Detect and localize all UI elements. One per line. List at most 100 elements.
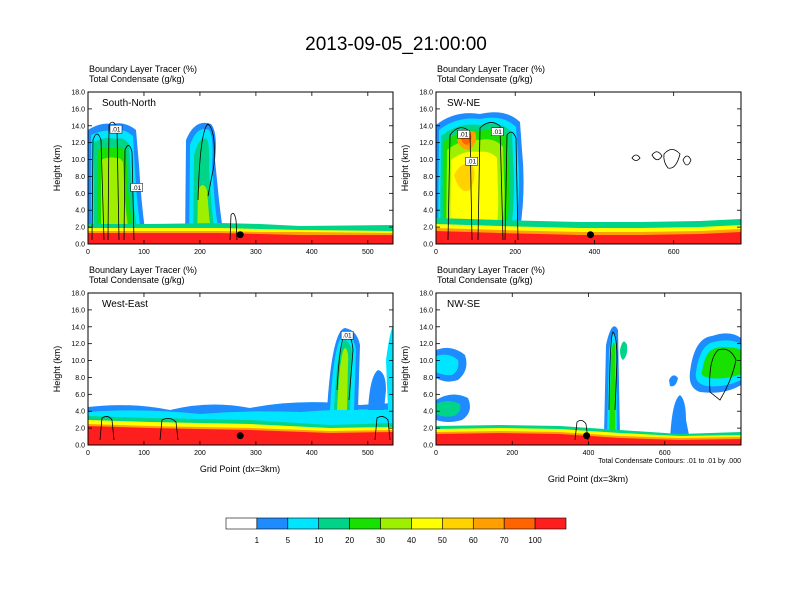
y-tick-label: 0.0 bbox=[75, 242, 85, 249]
colorbar-label: 100 bbox=[528, 536, 542, 545]
y-tick-label: 0.0 bbox=[75, 443, 85, 450]
condensate-contours bbox=[574, 331, 737, 441]
x-axis: 0 200 400 600 bbox=[434, 293, 671, 457]
colorbar-label: 30 bbox=[376, 536, 385, 545]
panel-label: NW-SE bbox=[447, 299, 480, 310]
x-tick-label: 100 bbox=[138, 249, 150, 256]
x-tick-label: 600 bbox=[659, 450, 671, 457]
contour-label: .01 bbox=[467, 159, 476, 166]
contour-label-box bbox=[130, 183, 143, 192]
plot-frame bbox=[87, 292, 394, 446]
colorbar-swatch bbox=[534, 517, 567, 530]
panel-title-line-2: Total Condensate (g/kg) bbox=[89, 275, 185, 285]
x-tick-label: 200 bbox=[506, 450, 518, 457]
plume-field bbox=[436, 326, 741, 440]
y-tick-label: 8.0 bbox=[75, 174, 85, 181]
y-tick-label: 18.0 bbox=[71, 291, 85, 298]
contour-label-box bbox=[465, 156, 478, 166]
y-axis: 0.0 2.0 4.0 6.0 8.0 10.0 12.0 14.0 16.0 18.0 bbox=[419, 291, 741, 450]
x-tick-label: 400 bbox=[583, 450, 595, 457]
y-tick-label: 8.0 bbox=[423, 375, 433, 382]
figure-title: 2013-09-05_21:00:00 bbox=[305, 34, 487, 55]
condensate-contours bbox=[447, 122, 692, 241]
x-tick-label: 600 bbox=[668, 249, 680, 256]
y-tick-label: 16.0 bbox=[71, 307, 85, 314]
y-tick-label: 6.0 bbox=[75, 392, 85, 399]
contour-label: .01 bbox=[459, 132, 468, 139]
y-tick-label: 6.0 bbox=[75, 191, 85, 198]
colorbar-label: 70 bbox=[500, 536, 509, 545]
y-tick-label: 2.0 bbox=[423, 225, 433, 232]
y-tick-label: 10.0 bbox=[419, 157, 433, 164]
y-tick-label: 4.0 bbox=[423, 208, 433, 215]
y-tick-label: 10.0 bbox=[419, 358, 433, 365]
y-tick-label: 16.0 bbox=[71, 106, 85, 113]
panel-title-line-1: Boundary Layer Tracer (%) bbox=[437, 265, 545, 275]
y-tick-label: 10.0 bbox=[71, 157, 85, 164]
contour-label-box bbox=[109, 124, 123, 134]
y-tick-label: 14.0 bbox=[71, 123, 85, 130]
x-axis: 0 100 200 300 400 500 bbox=[86, 92, 374, 256]
y-axis-label: Height (km) bbox=[400, 346, 410, 393]
colorbar-swatch bbox=[503, 517, 536, 530]
x-tick-label: 400 bbox=[589, 249, 601, 256]
x-tick-label: 200 bbox=[194, 450, 206, 457]
x-tick-label: 400 bbox=[306, 249, 318, 256]
y-tick-label: 12.0 bbox=[71, 140, 85, 147]
colorbar-label: 1 bbox=[255, 536, 260, 545]
contour-label: .01 bbox=[493, 129, 502, 136]
y-tick-label: 0.0 bbox=[423, 443, 433, 450]
plot-frame bbox=[435, 91, 742, 245]
contour-note: Total Condensate Contours: .01 to .01 by… bbox=[598, 458, 741, 465]
colorbar-label: 40 bbox=[407, 536, 416, 545]
contour-labels: .01 bbox=[340, 330, 354, 340]
colorbar-swatch bbox=[380, 517, 412, 530]
y-tick-label: 10.0 bbox=[71, 358, 85, 365]
colorbar-swatch bbox=[256, 517, 289, 530]
x-axis: 0 100 200 300 400 500 bbox=[86, 293, 374, 457]
y-tick-label: 8.0 bbox=[75, 375, 85, 382]
x-tick-label: 0 bbox=[86, 249, 90, 256]
panel-west-east: Boundary Layer Tracer (%) Total Condensa… bbox=[52, 265, 394, 474]
panel-title-line-2: Total Condensate (g/kg) bbox=[437, 275, 533, 285]
panel-south-north: Boundary Layer Tracer (%) Total Condensa… bbox=[52, 64, 394, 256]
contour-label: .01 bbox=[132, 185, 141, 192]
y-tick-label: 8.0 bbox=[423, 174, 433, 181]
y-tick-label: 12.0 bbox=[419, 341, 433, 348]
x-tick-label: 500 bbox=[362, 249, 374, 256]
panel-title-line-1: Boundary Layer Tracer (%) bbox=[89, 64, 197, 74]
panel-label: West-East bbox=[102, 299, 148, 310]
colorbar-swatch bbox=[472, 517, 505, 530]
y-tick-label: 18.0 bbox=[419, 90, 433, 97]
x-axis-label: Grid Point (dx=3km) bbox=[548, 474, 628, 484]
x-tick-label: 400 bbox=[306, 450, 318, 457]
colorbar-swatch bbox=[442, 517, 474, 530]
x-tick-label: 200 bbox=[509, 249, 521, 256]
colorbar-swatch bbox=[411, 517, 443, 530]
y-axis: 0.0 2.0 4.0 6.0 8.0 10.0 12.0 14.0 16.0 18.0 bbox=[71, 291, 393, 450]
y-tick-label: 6.0 bbox=[423, 191, 433, 198]
contour-label: .01 bbox=[343, 333, 352, 340]
plot-area bbox=[436, 293, 741, 445]
y-tick-label: 14.0 bbox=[419, 324, 433, 331]
x-tick-label: 500 bbox=[362, 450, 374, 457]
x-tick-label: 0 bbox=[434, 450, 438, 457]
colorbar-label: 10 bbox=[314, 536, 323, 545]
colorbar-label: 20 bbox=[345, 536, 354, 545]
y-axis-label: Height (km) bbox=[52, 346, 62, 393]
colorbar-swatch bbox=[318, 517, 350, 530]
x-tick-label: 300 bbox=[250, 450, 262, 457]
location-marker bbox=[583, 432, 591, 440]
colorbar: 1 5 10 20 30 40 50 60 70 100 bbox=[225, 517, 567, 545]
y-tick-label: 2.0 bbox=[75, 225, 85, 232]
y-tick-label: 16.0 bbox=[419, 307, 433, 314]
contour-label-box bbox=[340, 330, 354, 340]
colorbar-swatch bbox=[225, 517, 258, 530]
y-tick-label: 16.0 bbox=[419, 106, 433, 113]
contour-label-box bbox=[457, 129, 470, 139]
y-tick-label: 14.0 bbox=[419, 123, 433, 130]
y-tick-label: 18.0 bbox=[71, 90, 85, 97]
y-tick-label: 4.0 bbox=[75, 409, 85, 416]
panel-label: SW-NE bbox=[447, 98, 480, 109]
